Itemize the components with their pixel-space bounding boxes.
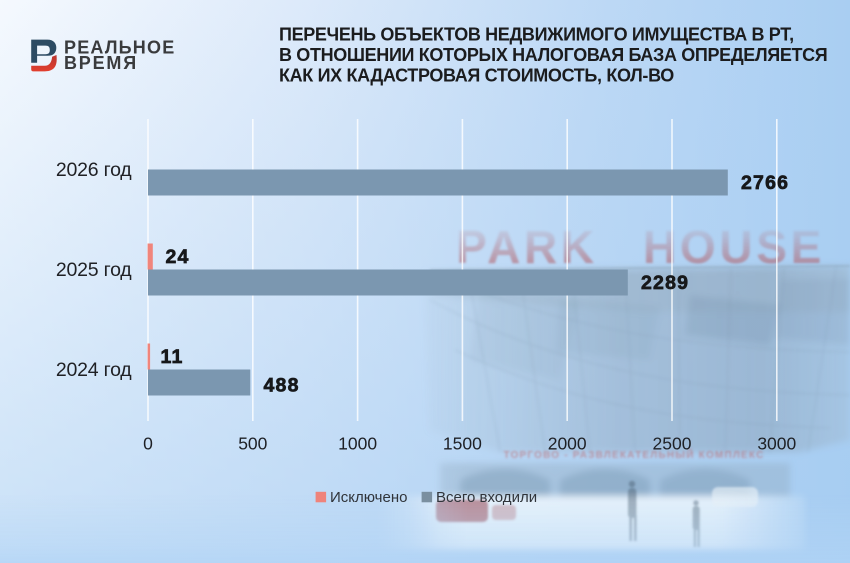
svg-text:HOUSE: HOUSE	[643, 221, 825, 273]
svg-text:2026 год: 2026 год	[56, 159, 132, 181]
svg-text:PARK: PARK	[456, 221, 598, 273]
svg-text:0: 0	[143, 434, 153, 454]
svg-text:3000: 3000	[757, 434, 796, 454]
svg-text:В ОТНОШЕНИИ КОТОРЫХ НАЛОГОВАЯ: В ОТНОШЕНИИ КОТОРЫХ НАЛОГОВАЯ БАЗА ОПРЕД…	[279, 45, 827, 65]
svg-text:ТОРГОВО - РАЗВЛЕКАТЕЛЬНЫЙ КОМ: ТОРГОВО - РАЗВЛЕКАТЕЛЬНЫЙ КОМПЛЕКС	[503, 448, 764, 461]
svg-text:24: 24	[166, 246, 190, 268]
svg-text:11: 11	[161, 346, 184, 368]
svg-text:2025 год: 2025 год	[56, 259, 132, 281]
svg-text:1000: 1000	[338, 434, 377, 454]
svg-text:2000: 2000	[548, 434, 587, 454]
svg-text:Всего входили: Всего входили	[436, 489, 537, 506]
svg-text:1500: 1500	[443, 434, 482, 454]
svg-text:2500: 2500	[653, 434, 692, 454]
svg-text:2289: 2289	[641, 272, 689, 294]
svg-text:КАК ИХ КАДАСТРОВАЯ СТОИМОСТЬ,: КАК ИХ КАДАСТРОВАЯ СТОИМОСТЬ, КОЛ-ВО	[279, 66, 674, 86]
svg-text:ПЕРЕЧЕНЬ ОБЪЕКТОВ НЕДВИЖИМОГО: ПЕРЕЧЕНЬ ОБЪЕКТОВ НЕДВИЖИМОГО ИМУЩЕСТВА …	[279, 25, 794, 45]
svg-text:488: 488	[264, 375, 300, 397]
svg-text:РЕАЛЬНОЕ: РЕАЛЬНОЕ	[64, 38, 175, 58]
svg-text:2024 год: 2024 год	[56, 359, 132, 381]
svg-text:2766: 2766	[741, 172, 789, 194]
svg-text:Исключено: Исключено	[330, 489, 407, 506]
svg-text:500: 500	[238, 434, 267, 454]
svg-text:ВРЕМЯ: ВРЕМЯ	[64, 53, 138, 73]
